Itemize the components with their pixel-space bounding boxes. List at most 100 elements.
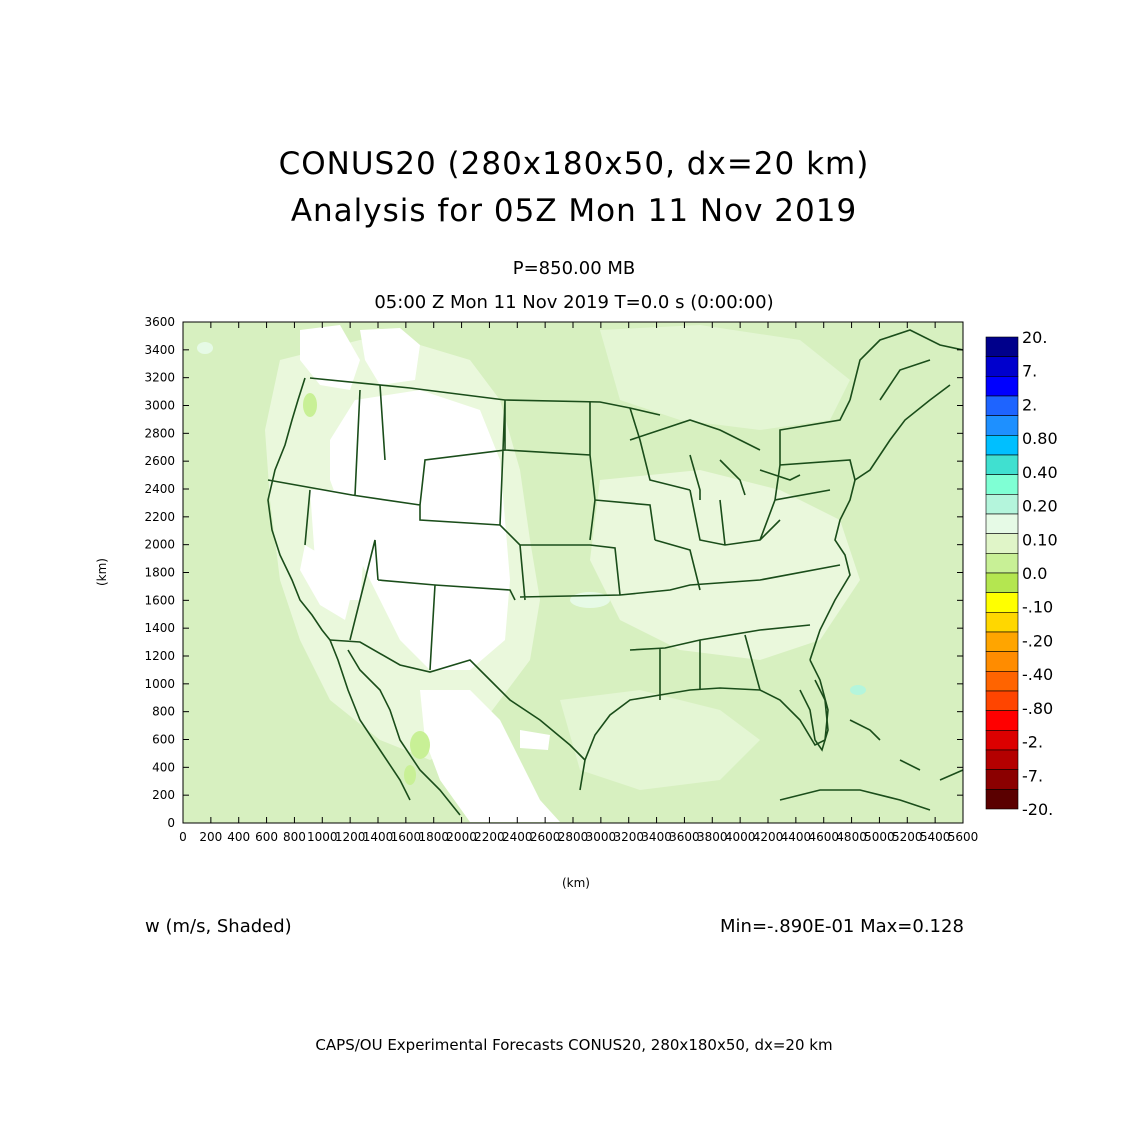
coastline-cuba bbox=[779, 789, 931, 811]
colorbar-segment bbox=[985, 395, 1019, 416]
colorbar-label: 0.0 bbox=[1022, 564, 1047, 583]
colorbar-label: 7. bbox=[1022, 362, 1037, 381]
colorbar-label: 0.10 bbox=[1022, 530, 1058, 549]
y-tick-label: 3600 bbox=[144, 315, 175, 329]
x-tick-label: 3200 bbox=[613, 830, 644, 844]
field-white-california bbox=[300, 545, 350, 620]
x-tick-label: 5400 bbox=[920, 830, 951, 844]
colorbar-segment bbox=[985, 789, 1019, 810]
geographic-boundaries bbox=[267, 329, 963, 816]
y-tick-label: 2600 bbox=[144, 454, 175, 468]
colorbar-segment bbox=[985, 749, 1019, 770]
colorbar-label: 20. bbox=[1022, 328, 1047, 347]
x-tick-label: 2600 bbox=[530, 830, 561, 844]
y-tick-label: 1600 bbox=[144, 593, 175, 607]
coastline-gulf bbox=[579, 659, 829, 791]
shaded-field bbox=[183, 322, 963, 823]
state-lines bbox=[267, 384, 856, 700]
colorbar-segment bbox=[985, 592, 1019, 613]
colorbar-label: -.80 bbox=[1022, 699, 1053, 718]
colorbar-label: -7. bbox=[1022, 766, 1043, 785]
coastline-canada-east bbox=[849, 329, 963, 401]
y-axis-ticks bbox=[183, 321, 963, 824]
x-tick-label: 5000 bbox=[864, 830, 895, 844]
y-tick-label: 2800 bbox=[144, 426, 175, 440]
pressure-level-label: P=850.00 MB bbox=[512, 258, 636, 279]
y-axis-label: (km) bbox=[95, 558, 109, 586]
field-blob-positive-1 bbox=[850, 685, 866, 695]
x-tick-label: 1400 bbox=[363, 830, 394, 844]
x-tick-label: 5200 bbox=[892, 830, 923, 844]
x-tick-label: 3000 bbox=[586, 830, 617, 844]
coastline-baja bbox=[329, 639, 411, 801]
x-tick-label: 400 bbox=[227, 830, 250, 844]
y-tick-label: 3200 bbox=[144, 371, 175, 385]
field-blob-negative-3 bbox=[303, 393, 317, 417]
colorbar-labels: 20. 7. 2. 0.80 0.40 0.20 0.10 0.0 -.10 -.20 -.40 -.… bbox=[1022, 328, 1058, 819]
x-tick-label: 4800 bbox=[836, 830, 867, 844]
x-tick-label: 3400 bbox=[641, 830, 672, 844]
colorbar-segment bbox=[985, 572, 1019, 593]
x-tick-label: 2000 bbox=[446, 830, 477, 844]
colorbar-segment bbox=[985, 356, 1019, 377]
x-tick-label: 800 bbox=[283, 830, 306, 844]
x-tick-label: 200 bbox=[199, 830, 222, 844]
colorbar-segment bbox=[985, 651, 1019, 672]
colorbar-label: -2. bbox=[1022, 733, 1043, 752]
colorbar-label: -.40 bbox=[1022, 665, 1053, 684]
colorbar-segment bbox=[985, 415, 1019, 436]
y-tick-label: 800 bbox=[152, 705, 175, 719]
field-patch-light-north bbox=[600, 325, 850, 430]
colorbar-segment bbox=[985, 454, 1019, 475]
border-canada-west bbox=[309, 377, 661, 416]
y-tick-label: 600 bbox=[152, 733, 175, 747]
y-tick-label: 2000 bbox=[144, 538, 175, 552]
valid-time-label: 05:00 Z Mon 11 Nov 2019 T=0.0 s (0:00:00… bbox=[374, 292, 774, 313]
colorbar-label: 0.80 bbox=[1022, 429, 1058, 448]
colorbar-label: 0.20 bbox=[1022, 497, 1058, 516]
coastline-florida bbox=[799, 679, 829, 752]
y-tick-label: 3400 bbox=[144, 343, 175, 357]
colorbar-segment bbox=[985, 690, 1019, 711]
x-tick-label: 4200 bbox=[753, 830, 784, 844]
colorbar-label: -.20 bbox=[1022, 631, 1053, 650]
y-tick-label: 200 bbox=[152, 788, 175, 802]
colorbar-label: 0.40 bbox=[1022, 463, 1058, 482]
colorbar-segment bbox=[985, 710, 1019, 731]
colorbar-segment bbox=[985, 769, 1019, 790]
y-tick-label: 1000 bbox=[144, 677, 175, 691]
coastline-baja-east bbox=[347, 649, 461, 816]
x-axis-ticks bbox=[182, 322, 964, 823]
colorbar-segment bbox=[985, 631, 1019, 652]
y-tick-label: 0 bbox=[167, 816, 175, 830]
border-mexico bbox=[329, 639, 586, 761]
colorbar-segment bbox=[985, 553, 1019, 574]
field-patch-light-east bbox=[590, 470, 860, 660]
field-blob-negative-1 bbox=[410, 731, 430, 759]
x-tick-label: 4000 bbox=[725, 830, 756, 844]
x-axis-label: (km) bbox=[562, 876, 590, 890]
y-tick-label: 2200 bbox=[144, 510, 175, 524]
x-tick-label: 4600 bbox=[808, 830, 839, 844]
colorbar-segment bbox=[985, 435, 1019, 456]
y-tick-label: 1200 bbox=[144, 649, 175, 663]
x-tick-label: 5600 bbox=[948, 830, 979, 844]
field-white-rockies bbox=[330, 390, 510, 670]
colorbar-label: 2. bbox=[1022, 395, 1037, 414]
colorbar-segment bbox=[985, 612, 1019, 633]
x-tick-label: 2400 bbox=[502, 830, 533, 844]
colorbar-segment bbox=[985, 376, 1019, 397]
y-tick-label: 400 bbox=[152, 760, 175, 774]
y-axis-tick-labels: 0 200 400 600 800 1000 1200 1400 1600 1800 2000 220… bbox=[144, 315, 175, 830]
coastline-east bbox=[809, 384, 951, 661]
x-tick-label: 1800 bbox=[418, 830, 449, 844]
y-tick-label: 2400 bbox=[144, 482, 175, 496]
x-tick-label: 1000 bbox=[307, 830, 338, 844]
coastline-west bbox=[267, 377, 331, 641]
x-tick-label: 3800 bbox=[697, 830, 728, 844]
x-tick-label: 1200 bbox=[335, 830, 366, 844]
colorbar-label: -20. bbox=[1022, 800, 1053, 819]
colorbar-segment bbox=[985, 336, 1019, 357]
x-tick-label: 2800 bbox=[558, 830, 589, 844]
footer-credit: CAPS/OU Experimental Forecasts CONUS20, … bbox=[315, 1036, 833, 1054]
